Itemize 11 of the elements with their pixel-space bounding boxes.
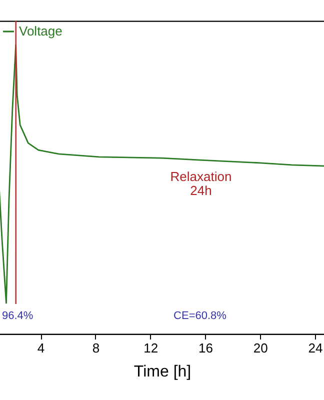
annotation: Relaxation 24h [170,169,232,198]
text: CE=60.8% [174,310,227,322]
x-axis-title: Time [h] [134,364,192,380]
x-tick-label: 12 [144,340,158,356]
text: 96.4% [2,310,34,322]
x-tick-label: 4 [37,340,45,356]
x-tick-label: 8 [92,340,100,356]
x-tick-label: 24 [308,340,323,356]
x-tick-label: 16 [198,340,213,356]
x-tick-label: 20 [253,340,268,356]
legend-label: Voltage [19,24,62,38]
